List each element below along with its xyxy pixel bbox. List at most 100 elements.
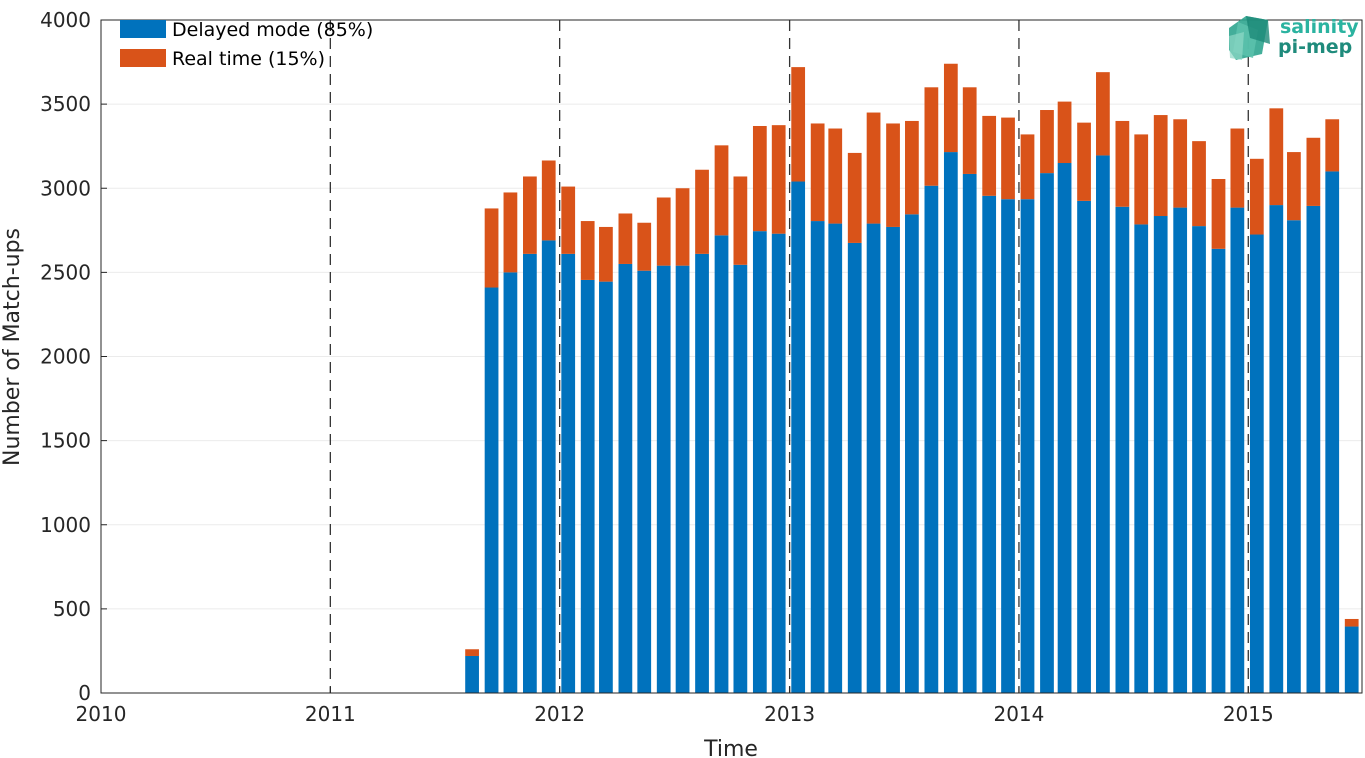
bar-delayed-mode xyxy=(637,270,652,693)
bar-delayed-mode xyxy=(1287,220,1301,693)
x-tick-label: 2014 xyxy=(993,702,1044,726)
bar-delayed-mode xyxy=(675,265,690,693)
logo-icon xyxy=(1229,16,1270,60)
bar-real-time xyxy=(771,125,786,234)
bar-real-time xyxy=(656,197,671,266)
bar-delayed-mode xyxy=(1325,171,1340,694)
y-tick-labels: 0 500 1000 1500 2000 2500 3000 3500 4000 xyxy=(40,8,91,705)
bar-real-time xyxy=(1001,117,1015,200)
bar-delayed-mode xyxy=(810,221,825,693)
bar-real-time xyxy=(599,226,613,282)
legend-swatch-realtime xyxy=(120,49,166,67)
bar-delayed-mode xyxy=(791,181,806,693)
bar-real-time xyxy=(791,67,806,182)
y-tick-label: 1000 xyxy=(40,513,91,537)
y-tick-label: 3000 xyxy=(40,176,91,200)
bar-real-time xyxy=(905,120,919,215)
bar-real-time xyxy=(714,145,729,236)
bar-delayed-mode xyxy=(503,272,518,693)
bar-real-time xyxy=(503,192,518,273)
bar-real-time xyxy=(465,649,479,656)
bar-real-time xyxy=(580,221,595,280)
y-tick-label: 1500 xyxy=(40,429,91,453)
bar-delayed-mode xyxy=(733,264,748,693)
bar-delayed-mode xyxy=(484,287,499,693)
salinity-pimep-logo: salinity pi-mep xyxy=(1229,16,1359,60)
bar-real-time xyxy=(1040,110,1054,174)
bar-delayed-mode xyxy=(1230,207,1245,693)
bar-real-time xyxy=(1096,72,1110,156)
bar-real-time xyxy=(810,123,825,222)
x-tick-label: 2015 xyxy=(1223,702,1274,726)
bar-delayed-mode xyxy=(656,265,671,693)
bar-real-time xyxy=(541,160,556,241)
x-axis-label: Time xyxy=(703,737,758,758)
bar-real-time xyxy=(943,63,958,153)
bar-delayed-mode xyxy=(618,263,633,693)
bar-real-time xyxy=(1134,134,1149,225)
bar-delayed-mode xyxy=(1192,226,1206,693)
bar-delayed-mode xyxy=(1173,207,1188,693)
y-tick-label: 2000 xyxy=(40,345,91,369)
bar-delayed-mode xyxy=(523,253,537,693)
bar-real-time xyxy=(1173,119,1188,208)
bar-delayed-mode xyxy=(1344,626,1359,693)
bar-delayed-mode xyxy=(1211,248,1226,693)
bar-delayed-mode xyxy=(886,226,900,693)
bar-real-time xyxy=(1020,134,1035,200)
bar-delayed-mode xyxy=(982,195,997,694)
bar-real-time xyxy=(1192,141,1206,227)
y-axis-label: Number of Match-ups xyxy=(0,228,25,466)
year-boundary-lines xyxy=(329,20,1249,693)
bar-real-time xyxy=(1249,158,1264,235)
bar-delayed-mode xyxy=(1306,205,1321,693)
bar-real-time xyxy=(1344,618,1359,627)
bar-real-time xyxy=(1230,128,1245,208)
bar-delayed-mode xyxy=(924,185,939,693)
bar-real-time xyxy=(484,208,499,288)
bar-delayed-mode xyxy=(1057,163,1072,693)
bar-real-time xyxy=(733,176,748,265)
bar-real-time xyxy=(924,87,939,186)
bar-real-time xyxy=(828,128,843,224)
bar-delayed-mode xyxy=(828,223,843,693)
y-tick-label: 2500 xyxy=(40,260,91,284)
bars xyxy=(465,63,1359,694)
bar-real-time xyxy=(561,186,576,254)
bar-delayed-mode xyxy=(1001,199,1015,693)
bar-real-time xyxy=(1287,152,1301,221)
bar-delayed-mode xyxy=(580,279,595,693)
bar-real-time xyxy=(962,87,977,174)
bar-delayed-mode xyxy=(905,214,919,694)
bar-real-time xyxy=(1325,119,1340,172)
x-tick-label: 2012 xyxy=(534,702,585,726)
bar-delayed-mode xyxy=(561,253,576,693)
bar-delayed-mode xyxy=(714,235,729,694)
bar-delayed-mode xyxy=(752,231,767,693)
bar-delayed-mode xyxy=(866,223,881,693)
x-tick-label: 2011 xyxy=(305,702,356,726)
logo-text-salinity: salinity xyxy=(1280,16,1359,38)
bar-real-time xyxy=(1269,108,1284,206)
bar-real-time xyxy=(1115,120,1130,207)
bar-real-time xyxy=(695,169,709,254)
bar-delayed-mode xyxy=(1096,155,1110,693)
bar-real-time xyxy=(1306,137,1321,206)
bar-real-time xyxy=(866,112,881,224)
bar-real-time xyxy=(1153,115,1168,217)
bar-delayed-mode xyxy=(1115,206,1130,693)
y-tick-label: 500 xyxy=(53,597,91,621)
bar-delayed-mode xyxy=(1077,200,1091,693)
bar-real-time xyxy=(752,125,767,232)
y-tick-label: 0 xyxy=(78,681,91,705)
y-tick-label: 4000 xyxy=(40,8,91,32)
bar-delayed-mode xyxy=(599,281,613,693)
bar-delayed-mode xyxy=(695,253,709,693)
bar-delayed-mode xyxy=(1269,205,1284,693)
legend-swatch-delayed xyxy=(120,20,166,38)
bar-real-time xyxy=(1057,101,1072,164)
bar-delayed-mode xyxy=(1020,199,1035,693)
axes xyxy=(100,19,1363,694)
bar-delayed-mode xyxy=(465,655,479,693)
